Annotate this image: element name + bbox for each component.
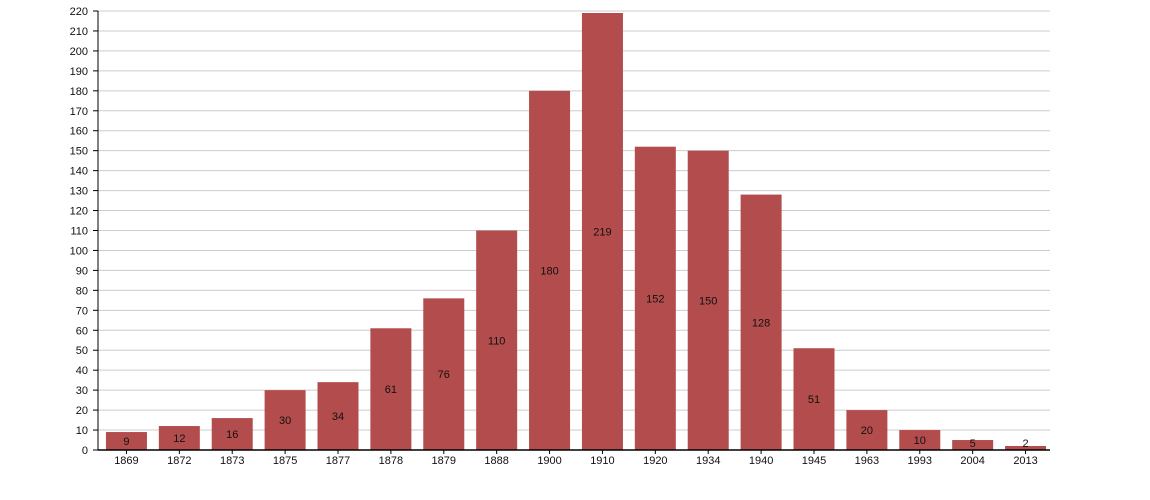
bar: [581, 12, 623, 451]
data-label: 20: [861, 425, 873, 437]
bar: [211, 418, 253, 450]
data-label: 30: [279, 415, 291, 427]
y-tick-label: 0: [82, 445, 88, 457]
y-tick-label: 120: [70, 206, 88, 218]
y-tick-label: 200: [70, 46, 88, 58]
bar: [740, 194, 782, 450]
bar: [793, 348, 835, 450]
x-tick-label: 1934: [696, 455, 720, 467]
bar: [952, 440, 994, 450]
y-tick-label: 220: [70, 6, 88, 18]
data-label: 16: [226, 429, 238, 441]
y-tick-label: 100: [70, 245, 88, 257]
y-tick-label: 140: [70, 166, 88, 178]
data-label: 219: [593, 226, 611, 238]
x-tick-label: 1910: [590, 455, 614, 467]
y-tick-label: 170: [70, 106, 88, 118]
data-label: 51: [808, 394, 820, 406]
bar: [370, 328, 412, 450]
y-tick-label: 190: [70, 66, 88, 78]
bar: [264, 390, 306, 450]
y-tick-label: 150: [70, 146, 88, 158]
x-tick-label: 1875: [273, 455, 297, 467]
y-tick-label: 80: [76, 285, 88, 297]
data-label: 152: [646, 293, 664, 305]
x-tick-label: 1869: [114, 455, 138, 467]
data-label: 128: [752, 317, 770, 329]
bar: [423, 298, 465, 450]
x-tick-label: 1920: [643, 455, 667, 467]
x-tick-label: 1877: [326, 455, 350, 467]
x-tick-label: 1900: [537, 455, 561, 467]
x-tick-label: 1879: [432, 455, 456, 467]
bar: [476, 230, 518, 450]
bar: [317, 382, 359, 450]
y-tick-label: 130: [70, 186, 88, 198]
bar: [899, 430, 941, 450]
y-tick-label: 110: [70, 226, 88, 238]
data-label: 2: [1022, 438, 1028, 450]
x-tick-label: 1873: [220, 455, 244, 467]
y-tick-label: 90: [76, 265, 88, 277]
bar: [1005, 446, 1047, 450]
y-tick-label: 10: [76, 425, 88, 437]
y-tick-label: 30: [76, 385, 88, 397]
bar: [158, 426, 200, 450]
data-label: 110: [488, 335, 506, 347]
x-tick-label: 1878: [379, 455, 403, 467]
y-tick-label: 210: [70, 26, 88, 38]
x-tick-label: 1888: [484, 455, 508, 467]
bar: [687, 150, 729, 450]
y-tick-label: 160: [70, 126, 88, 138]
x-tick-label: 1945: [802, 455, 826, 467]
bar: [529, 90, 571, 451]
data-label: 150: [699, 295, 717, 307]
y-tick-label: 40: [76, 365, 88, 377]
data-label: 76: [438, 369, 450, 381]
data-label: 10: [914, 435, 926, 447]
data-label: 12: [173, 433, 185, 445]
bar: [846, 410, 888, 450]
y-tick-label: 70: [76, 305, 88, 317]
x-tick-label: 1872: [167, 455, 191, 467]
bar: [105, 432, 147, 450]
y-tick-label: 20: [76, 405, 88, 417]
data-label: 5: [970, 438, 976, 450]
bar: [634, 146, 676, 450]
x-tick-label: 2004: [960, 455, 984, 467]
data-label: 180: [540, 265, 558, 277]
y-tick-label: 180: [70, 86, 88, 98]
data-label: 9: [123, 436, 129, 448]
x-tick-label: 1963: [855, 455, 879, 467]
data-label: 34: [332, 411, 344, 423]
y-tick-label: 60: [76, 325, 88, 337]
x-tick-label: 1940: [749, 455, 773, 467]
x-tick-label: 2013: [1013, 455, 1037, 467]
y-tick-label: 50: [76, 345, 88, 357]
data-label: 61: [385, 384, 397, 396]
x-tick-label: 1993: [908, 455, 932, 467]
